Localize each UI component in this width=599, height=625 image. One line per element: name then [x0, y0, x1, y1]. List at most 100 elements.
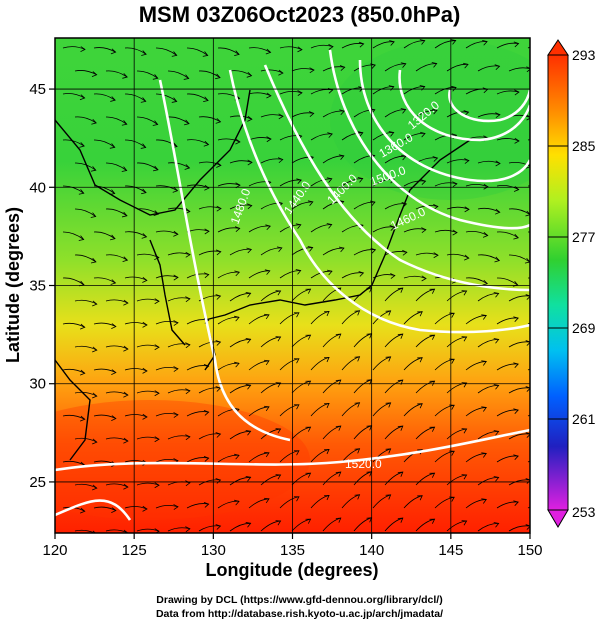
- streamline: [291, 112, 314, 118]
- streamline-arrow: [513, 362, 519, 368]
- streamline-arrow: [184, 164, 191, 170]
- streamline-arrow: [461, 474, 468, 480]
- streamline: [155, 47, 177, 56]
- streamline-arrow: [173, 412, 179, 418]
- x-tick-label: 130: [201, 542, 226, 559]
- streamline-arrow: [110, 234, 116, 241]
- streamline: [62, 368, 85, 374]
- streamline-arrow: [464, 158, 470, 164]
- streamline: [477, 113, 500, 118]
- streamline-arrow: [324, 356, 330, 363]
- streamline-arrow: [429, 380, 436, 386]
- streamline-arrow: [152, 120, 159, 126]
- streamline-arrow: [357, 177, 364, 183]
- streamline-arrow: [109, 143, 116, 149]
- streamline-arrow: [370, 247, 377, 254]
- streamline-arrow: [514, 137, 520, 144]
- x-axis: 120 125 130 135 140 145 150: [42, 533, 543, 559]
- streamline-arrow: [142, 505, 148, 512]
- streamline-arrow: [215, 524, 222, 530]
- streamline-arrow: [389, 40, 395, 46]
- x-axis-title: Longitude (degrees): [205, 560, 378, 580]
- streamline-arrow: [420, 179, 427, 185]
- streamline-arrow: [293, 312, 300, 318]
- streamline: [93, 139, 115, 148]
- streamline-arrow: [493, 522, 500, 528]
- streamline: [527, 460, 530, 463]
- streamline: [74, 116, 97, 124]
- streamline-arrow: [154, 298, 160, 305]
- streamline-arrow: [185, 526, 191, 533]
- streamline: [155, 275, 179, 279]
- streamline-arrow: [305, 380, 312, 386]
- streamline: [105, 345, 129, 350]
- streamline-arrow: [123, 391, 129, 398]
- streamline-arrow: [354, 310, 361, 316]
- streamline: [167, 207, 191, 212]
- streamline-arrow: [234, 499, 240, 506]
- streamline-arrow: [185, 251, 191, 258]
- streamline: [186, 457, 209, 463]
- streamline-arrow: [451, 85, 457, 92]
- streamline-arrow: [202, 51, 209, 57]
- streamline-arrow: [275, 428, 282, 434]
- streamline: [167, 435, 190, 440]
- streamline-arrow: [203, 96, 209, 103]
- streamline-arrow: [526, 66, 530, 73]
- streamline-arrow: [123, 299, 129, 306]
- streamline-arrow: [354, 356, 361, 362]
- colorbar: 293 285 277 269 261 253: [547, 39, 596, 528]
- streamline-arrow: [526, 114, 530, 121]
- streamline-arrow: [140, 97, 147, 103]
- streamline: [217, 93, 240, 99]
- credit-data: Data from http://database.rish.kyoto-u.a…: [155, 608, 444, 620]
- streamline-arrow: [293, 358, 300, 364]
- streamline: [74, 70, 97, 76]
- streamline-arrow: [429, 472, 436, 478]
- streamline-arrow: [154, 254, 160, 261]
- streamline-arrow: [494, 64, 501, 70]
- y-tick-label: 40: [29, 179, 46, 196]
- streamline-arrow: [185, 480, 191, 487]
- streamline-arrow: [203, 409, 210, 416]
- credit-drawing: Drawing by DCL (https://www.gfd-dennou.o…: [156, 594, 443, 606]
- streamline-arrow: [275, 474, 282, 480]
- streamline-arrow: [142, 277, 148, 283]
- streamline-arrow: [80, 46, 86, 53]
- streamline-arrow: [79, 323, 86, 330]
- streamline-arrow: [513, 41, 520, 48]
- streamline-arrow: [461, 520, 468, 526]
- streamline-arrow: [525, 432, 530, 438]
- streamline: [136, 298, 160, 302]
- streamline-arrow: [483, 183, 489, 190]
- streamline: [62, 277, 85, 286]
- streamline: [477, 254, 500, 261]
- streamline-arrow: [308, 111, 315, 117]
- streamline: [446, 206, 470, 210]
- streamline-arrow: [400, 62, 407, 68]
- streamline-arrow: [326, 177, 333, 183]
- streamline: [155, 93, 177, 102]
- streamline: [527, 93, 530, 95]
- streamline-arrow: [513, 408, 519, 414]
- streamline-arrow: [305, 334, 312, 340]
- streamline: [496, 138, 520, 142]
- streamline: [124, 139, 146, 148]
- streamline-arrow: [142, 413, 148, 420]
- streamline-arrow: [324, 402, 330, 409]
- streamline-arrow: [494, 256, 501, 263]
- streamline: [186, 47, 208, 56]
- streamline: [105, 483, 129, 488]
- streamline-arrow: [358, 41, 365, 48]
- colorbar-gradient: [547, 54, 569, 511]
- streamline-arrow: [92, 438, 98, 445]
- streamline-arrow: [275, 336, 282, 342]
- streamlines: [62, 39, 530, 533]
- streamline: [217, 227, 240, 233]
- streamline-arrow: [324, 310, 330, 317]
- streamline-arrow: [263, 497, 270, 504]
- streamline-arrow: [481, 452, 487, 458]
- streamline: [124, 47, 147, 55]
- streamline-arrow: [307, 246, 314, 252]
- streamline: [105, 70, 128, 78]
